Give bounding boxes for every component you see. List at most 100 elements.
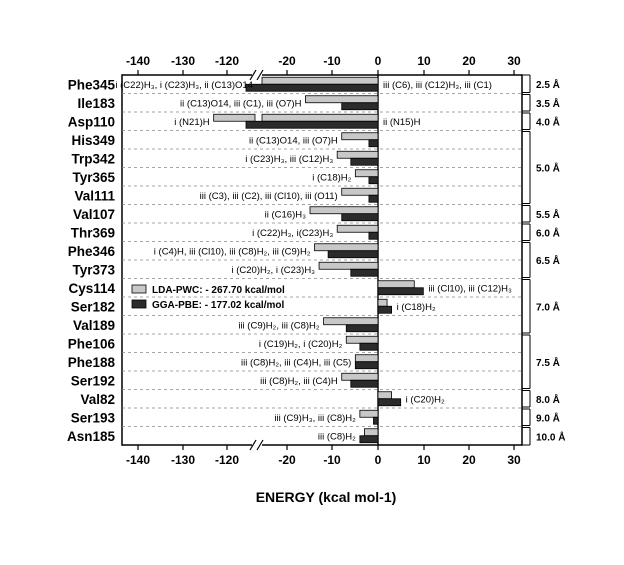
distance-label: 5.0 Å <box>536 162 560 175</box>
x-tick-label-bottom: 20 <box>462 453 476 467</box>
interaction-label-left: i (C4)H, iii (Cl10), iii (C8)H₂, iii (C9… <box>154 246 311 257</box>
x-tick-label-bottom: 10 <box>417 453 431 467</box>
distance-label: 3.5 Å <box>536 97 560 110</box>
distance-label: 7.0 Å <box>536 300 560 313</box>
axis-break-mark <box>256 69 264 81</box>
x-tick-label-top: 0 <box>375 54 382 68</box>
x-tick-label-bottom: -20 <box>278 453 296 467</box>
distance-label: 5.5 Å <box>536 208 560 221</box>
x-tick-label-bottom: -140 <box>126 453 150 467</box>
interaction-label-right: ii (N15)H <box>383 117 421 128</box>
interaction-label-right: iii (C6), iii (C12)H₃, iii (C1) <box>383 80 492 91</box>
residue-label: Asn185 <box>67 429 116 444</box>
legend-swatch-lda-pwc <box>131 284 147 294</box>
bar-lda-pwc <box>261 113 379 122</box>
axis-break-gap <box>252 69 262 81</box>
residue-label: Ser182 <box>71 299 115 314</box>
interaction-label-left: i (C18)H₂ <box>312 172 351 183</box>
bar-lda-pwc <box>363 428 379 437</box>
bar-lda-pwc <box>377 298 388 307</box>
residue-label: Cys114 <box>68 281 115 296</box>
distance-label: 8.0 Å <box>536 393 560 406</box>
bar-lda-pwc <box>341 132 379 141</box>
interaction-label-left: ii (C16)H₃ <box>265 209 306 220</box>
interaction-label-left: iii (C8)H₂, iii (C4)H <box>260 376 338 387</box>
bar-gga-pbe <box>245 83 379 92</box>
residue-label: Val189 <box>73 318 115 333</box>
bar-lda-pwc <box>305 95 379 104</box>
bar-gga-pbe <box>354 361 379 370</box>
x-tick-label-bottom: 0 <box>375 453 382 467</box>
x-tick-label-bottom: -10 <box>323 453 341 467</box>
bar-lda-pwc <box>318 261 379 270</box>
x-tick-label-bottom: -130 <box>171 453 195 467</box>
interaction-label-left: i (C19)H₂, i (C20)H₂ <box>259 339 343 350</box>
residue-label: Val82 <box>80 392 115 407</box>
bar-lda-pwc <box>354 169 379 178</box>
residue-label: Phe346 <box>68 244 116 259</box>
bar-lda-pwc <box>345 335 379 344</box>
x-tick-label-bottom: -120 <box>215 453 239 467</box>
interaction-label-left: iii (C8)H₂, iii (C4)H, iii (C5) <box>241 357 351 368</box>
distance-label: 10.0 Å <box>536 430 565 443</box>
distance-label: 7.5 Å <box>536 356 560 369</box>
residue-label: Ile183 <box>77 96 115 111</box>
residue-label: His349 <box>71 133 115 148</box>
bar-lda-pwc <box>377 391 393 400</box>
x-axis-title: ENERGY (kcal mol-1) <box>256 489 397 505</box>
residue-label: Thr369 <box>71 225 115 240</box>
distance-label: 2.5 Å <box>536 78 560 91</box>
residue-label: Asp110 <box>68 114 115 129</box>
x-tick-label-top: -120 <box>215 54 239 68</box>
interaction-label-right: i (C18)H₂ <box>397 302 436 313</box>
interaction-label-left: iii (C9)H₂, iii (C8)H₂ <box>238 320 320 331</box>
bar-gga-pbe <box>341 102 379 111</box>
x-tick-label-top: -10 <box>323 54 341 68</box>
bar-gga-pbe <box>377 398 402 407</box>
bar-gga-pbe <box>377 305 393 314</box>
distance-label: 4.0 Å <box>536 115 560 128</box>
distance-label: 9.0 Å <box>536 411 560 424</box>
bar-gga-pbe <box>368 194 379 203</box>
bar-lda-pwc <box>336 224 379 233</box>
distance-label: 6.5 Å <box>536 254 560 267</box>
interaction-label-left: i (C20)H₂, i (C23)H₃ <box>231 265 315 276</box>
residue-label: Tyr373 <box>72 262 115 277</box>
interaction-label-left: i (C22)H₃, i(C23)H₃ <box>252 228 333 239</box>
residue-label: Tyr365 <box>72 170 115 185</box>
interaction-label-left: iii (C8)H₂ <box>318 431 356 442</box>
legend-label-lda-pwc: LDA-PWC: - 267.70 kcal/mol <box>152 285 285 296</box>
bar-gga-pbe <box>359 435 379 444</box>
bar-gga-pbe <box>245 120 379 129</box>
axis-break-gap <box>252 439 262 451</box>
bar-gga-pbe <box>368 176 379 185</box>
bar-gga-pbe <box>350 268 379 277</box>
bar-gga-pbe <box>345 324 379 333</box>
bar-lda-pwc <box>213 113 256 122</box>
interaction-label-left: i (C22)H₃, i (C23)H₃, ii (C13)O14 <box>115 80 253 91</box>
bar-lda-pwc <box>323 317 379 326</box>
legend-label-gga-pbe: GGA-PBE: - 177.02 kcal/mol <box>152 300 284 311</box>
interaction-label-left: i (N21)H <box>174 117 210 128</box>
x-tick-label-top: -20 <box>278 54 296 68</box>
bar-lda-pwc <box>314 243 379 252</box>
interaction-label-left: ii (C13)O14, iii (C1), iii (O7)H <box>180 98 302 109</box>
residue-label: Ser192 <box>71 373 115 388</box>
interaction-label-left: iii (C3), iii (C2), iii (Cl10), iii (O11… <box>200 191 338 202</box>
x-tick-label-top: 10 <box>417 54 431 68</box>
bar-lda-pwc <box>336 150 379 159</box>
x-tick-label-bottom: 30 <box>507 453 521 467</box>
bar-lda-pwc <box>341 187 379 196</box>
legend-swatch-gga-pbe <box>131 299 147 309</box>
residue-label: Ser193 <box>71 410 116 425</box>
bar-gga-pbe <box>350 157 379 166</box>
interaction-label-left: i (C23)H₃, iii (C12)H₃ <box>245 154 333 165</box>
x-tick-label-top: -140 <box>126 54 150 68</box>
bar-gga-pbe <box>377 287 424 296</box>
bar-gga-pbe <box>350 379 379 388</box>
bar-lda-pwc <box>359 409 379 418</box>
residue-label: Val107 <box>73 207 115 222</box>
residue-label: Phe106 <box>68 336 116 351</box>
